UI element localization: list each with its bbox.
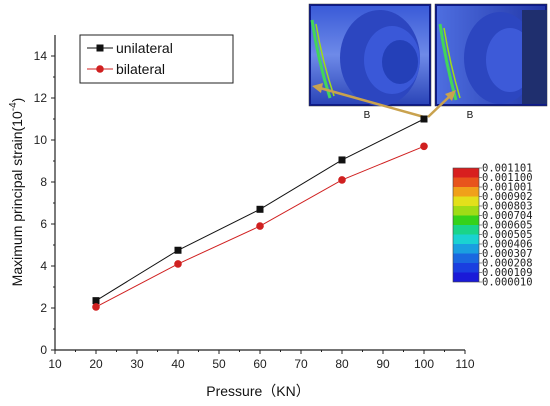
callout-arrows [312, 83, 456, 119]
colorbar-label: 0.000406 [482, 239, 533, 251]
colorbar-label: 0.000307 [482, 248, 533, 260]
legend-label-unilateral: unilateral [116, 40, 173, 56]
data-point-unilateral [174, 246, 182, 254]
y-tick-label: 12 [34, 91, 48, 105]
legend-box [79, 34, 234, 84]
colorbar-label: 0.001101 [482, 163, 533, 175]
x-tick-label: 110 [455, 357, 474, 371]
x-tick-label: 100 [414, 357, 434, 371]
colorbar-swatch [453, 206, 479, 216]
legend-marker-unilateral [96, 44, 104, 52]
x-tick-label: 40 [171, 357, 185, 371]
colorbar-swatch [453, 234, 479, 244]
x-tick-label: 30 [130, 357, 144, 371]
inset-right: B [434, 3, 548, 121]
data-point-unilateral [256, 205, 264, 213]
x-tick-label: 10 [48, 357, 62, 371]
x-tick-label: 50 [212, 357, 226, 371]
colorbar-label: 0.000208 [482, 258, 533, 270]
x-axis-title: Pressure（KN） [206, 383, 309, 399]
x-tick-label: 70 [294, 357, 308, 371]
colorbar-label: 0.000109 [482, 267, 533, 279]
y-tick-label: 0 [40, 343, 47, 357]
data-point-bilateral [174, 260, 182, 268]
y-tick-label: 2 [40, 301, 47, 315]
colorbar-label: 0.000803 [482, 201, 533, 213]
x-ticks: 10 20 30 40 50 60 70 80 90 100 110 [48, 350, 475, 371]
colorbar: 0.0011010.0011000.0010010.0009020.000803… [452, 163, 533, 289]
y-axis-title: Maximum principal strain(10-4) [8, 98, 25, 287]
colorbar-label: 0.000704 [482, 210, 533, 222]
colorbar-label: 0.001001 [482, 182, 533, 194]
legend-label-bilateral: bilateral [116, 61, 165, 77]
y-tick-label: 4 [40, 259, 47, 273]
data-point-bilateral [92, 303, 100, 311]
legend-marker-bilateral [96, 65, 104, 73]
colorbar-swatch [453, 187, 479, 197]
data-point-unilateral [338, 156, 346, 164]
colorbar-label: 0.001100 [482, 172, 533, 184]
x-tick-label: 90 [376, 357, 390, 371]
colorbar-label: 0.000010 [482, 277, 533, 289]
colorbar-label: 0.000505 [482, 229, 533, 241]
y-axis-title-main: Maximum principal strain(10 [9, 111, 25, 286]
y-axis-title-exponent: -4 [8, 102, 19, 111]
colorbar-swatch [453, 168, 479, 178]
y-tick-label: 14 [34, 49, 48, 63]
colorbar-swatch [453, 253, 479, 263]
y-tick-label: 6 [40, 217, 47, 231]
colorbar-swatch [453, 196, 479, 206]
colorbar-swatch [453, 263, 479, 273]
y-axis-title-suffix: ) [9, 98, 25, 103]
x-tick-label: 80 [335, 357, 349, 371]
y-ticks: 0 2 4 6 8 10 12 14 [34, 49, 55, 357]
colorbar-label: 0.000605 [482, 220, 533, 232]
data-point-bilateral [338, 176, 346, 184]
colorbar-label: 0.000902 [482, 191, 533, 203]
colorbar-swatch [453, 215, 479, 225]
inset-right-label: B [467, 110, 474, 121]
colorbar-swatch [453, 225, 479, 235]
series-layer [92, 115, 428, 311]
data-point-unilateral [92, 297, 100, 305]
data-point-bilateral [420, 142, 428, 151]
x-tick-label: 20 [89, 357, 103, 371]
colorbar-swatch [453, 177, 479, 187]
data-point-unilateral [420, 115, 428, 123]
inset-left-label: B [364, 110, 371, 121]
colorbar-swatch [453, 244, 479, 254]
x-tick-label: 60 [253, 357, 267, 371]
inset-left: B [308, 3, 432, 121]
y-tick-label: 10 [34, 133, 48, 147]
legend: unilateral bilateral [79, 34, 234, 84]
data-point-bilateral [256, 222, 264, 230]
colorbar-swatch [453, 272, 479, 282]
y-tick-label: 8 [40, 175, 47, 189]
